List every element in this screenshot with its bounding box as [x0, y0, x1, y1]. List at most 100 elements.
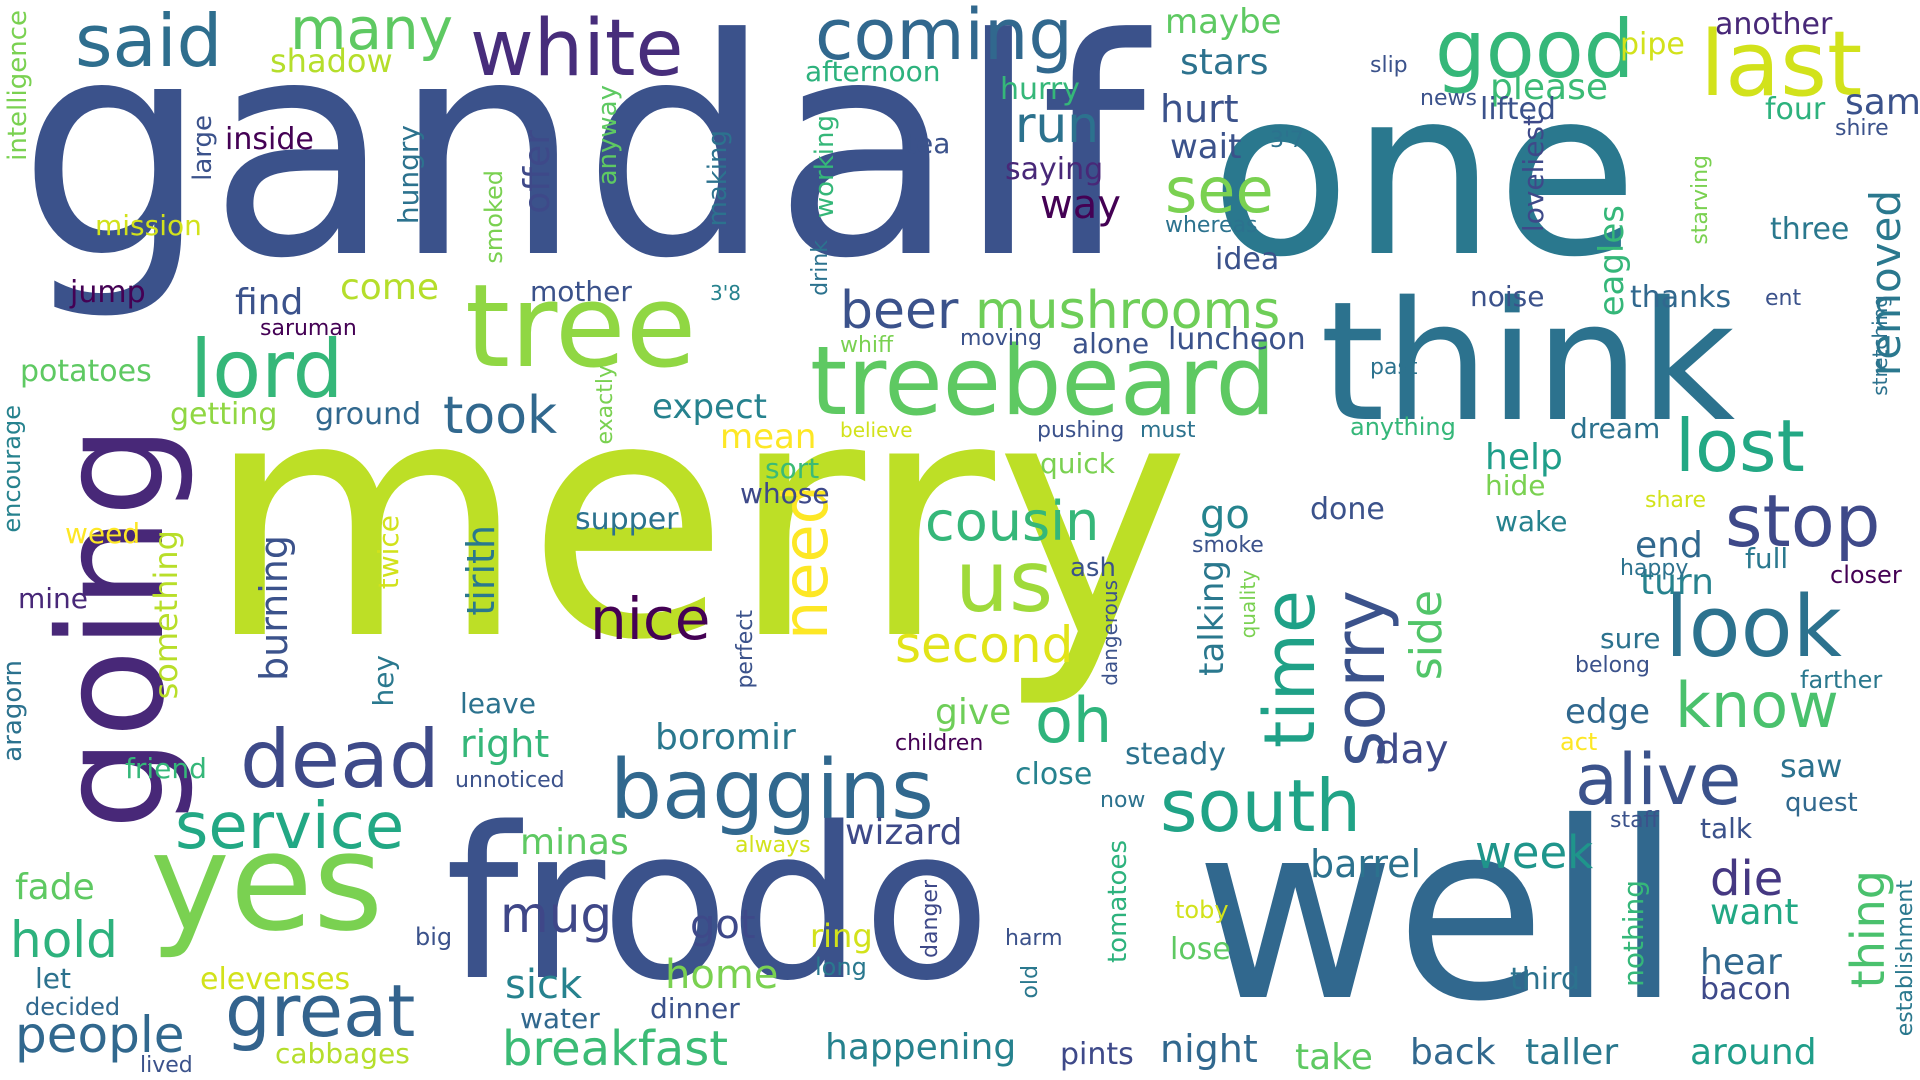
cloud-word: white: [470, 4, 684, 94]
cloud-word: whiff: [840, 333, 894, 358]
cloud-word: friend: [125, 752, 207, 785]
cloud-word: shire: [1835, 116, 1889, 141]
cloud-word: hurt: [1160, 87, 1239, 131]
cloud-word: noise: [1470, 280, 1545, 313]
cloud-word: coming: [815, 0, 1073, 76]
cloud-word: past: [1370, 355, 1418, 380]
cloud-word: old: [1018, 965, 1043, 999]
cloud-word: look: [1665, 578, 1842, 677]
cloud-word: pipe: [1620, 27, 1685, 62]
cloud-word: mission: [95, 209, 202, 242]
cloud-word: aragorn: [0, 660, 28, 762]
cloud-word: us: [955, 533, 1054, 632]
cloud-word: afternoon: [805, 55, 941, 88]
cloud-word: slip: [1370, 53, 1408, 78]
cloud-word: sort: [765, 452, 820, 485]
cloud-word: long: [815, 953, 867, 981]
cloud-word: intelligence: [3, 10, 33, 161]
cloud-word: nice: [590, 585, 711, 653]
cloud-word: end: [1635, 525, 1703, 566]
cloud-word: burning: [252, 535, 296, 682]
cloud-word: news: [1420, 86, 1477, 111]
cloud-word: potatoes: [20, 354, 152, 389]
cloud-word: weed: [65, 517, 141, 550]
cloud-word: right: [460, 722, 550, 766]
cloud-word: share: [1645, 488, 1706, 513]
cloud-word: twice: [372, 515, 405, 590]
cloud-word: service: [175, 790, 405, 864]
cloud-word: done: [1310, 492, 1385, 527]
cloud-word: wake: [1495, 505, 1568, 538]
cloud-word: breakfast: [502, 1021, 729, 1077]
cloud-word: 3'7: [1270, 128, 1305, 153]
cloud-word: boromir: [655, 717, 796, 758]
cloud-word: shadow: [270, 42, 393, 80]
cloud-word: supper: [575, 502, 679, 537]
cloud-word: belong: [1575, 653, 1650, 678]
cloud-word: act: [1560, 728, 1598, 756]
cloud-word: talking: [1192, 560, 1232, 676]
cloud-word: quest: [1785, 788, 1858, 818]
cloud-word: know: [1675, 669, 1839, 742]
cloud-word: come: [340, 267, 440, 308]
cloud-word: third: [1510, 962, 1580, 997]
cloud-word: fade: [15, 867, 95, 908]
cloud-word: south: [1160, 764, 1362, 848]
cloud-word: leave: [460, 687, 536, 720]
cloud-word: loveliest: [1517, 115, 1550, 233]
cloud-word: ground: [315, 397, 422, 432]
cloud-word: bacon: [1700, 972, 1792, 1007]
cloud-word: said: [75, 0, 223, 83]
cloud-word: merry: [205, 328, 1191, 712]
cloud-word: idea: [1215, 242, 1280, 277]
cloud-word: getting: [170, 397, 278, 432]
cloud-word: exactly: [593, 365, 618, 445]
cloud-word: got: [690, 902, 756, 948]
cloud-word: mean: [720, 417, 817, 457]
cloud-word: back: [1410, 1032, 1496, 1073]
cloud-word: hurry: [1000, 72, 1080, 107]
cloud-word: 3'8: [710, 281, 741, 305]
cloud-word: tomatoes: [1103, 840, 1133, 964]
cloud-word: staff: [1610, 808, 1659, 833]
cloud-word: yes: [150, 804, 384, 961]
cloud-word: big: [415, 923, 453, 951]
cloud-word: another: [1715, 7, 1833, 42]
cloud-word: good: [1435, 3, 1635, 96]
cloud-word: hold: [10, 911, 118, 969]
cloud-word: treebeard: [810, 327, 1276, 437]
cloud-word: happy: [1620, 556, 1689, 581]
cloud-word: talk: [1700, 812, 1753, 845]
cloud-word: last: [1700, 12, 1863, 117]
cloud-word: dead: [240, 713, 440, 806]
cloud-word: home: [665, 952, 779, 998]
cloud-word: decided: [25, 993, 121, 1021]
cloud-word: please: [1490, 67, 1608, 108]
cloud-word: think: [1320, 266, 1736, 458]
cloud-word: lifted: [1480, 92, 1556, 127]
cloud-word: starving: [1688, 155, 1713, 245]
cloud-word: die: [1710, 851, 1784, 907]
cloud-word: saw: [1780, 747, 1843, 785]
cloud-word: turn: [1640, 562, 1714, 603]
cloud-word: toby: [1175, 896, 1229, 924]
cloud-word: tea: [905, 127, 951, 160]
cloud-word: people: [15, 1006, 185, 1064]
cloud-word: close: [1015, 757, 1093, 792]
cloud-word: lost: [1675, 404, 1805, 488]
cloud-word: great: [225, 969, 416, 1053]
cloud-word: happening: [825, 1027, 1017, 1068]
cloud-word: nothing: [1617, 880, 1650, 987]
cloud-word: smoke: [1192, 533, 1264, 558]
cloud-word: taller: [1525, 1032, 1619, 1073]
cloud-word: dinner: [650, 992, 740, 1025]
cloud-word: oh: [1035, 684, 1113, 757]
cloud-word: thing: [1841, 870, 1895, 989]
cloud-word: establishment: [1893, 880, 1918, 1037]
cloud-word: dream: [1570, 412, 1661, 445]
cloud-word: inside: [225, 122, 314, 157]
cloud-word: around: [1690, 1032, 1817, 1073]
cloud-word: night: [1160, 1027, 1258, 1071]
cloud-word: side: [1401, 590, 1452, 681]
